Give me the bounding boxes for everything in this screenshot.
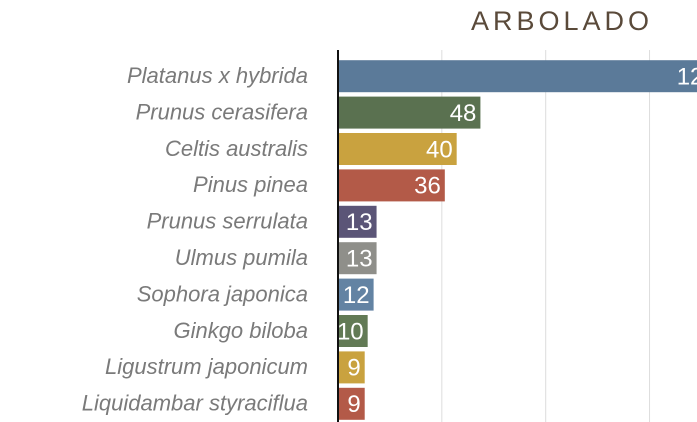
bar (338, 169, 445, 202)
bar (338, 205, 377, 238)
value-label: 48 (450, 100, 477, 127)
y-tick-label: Ginkgo biloba (173, 318, 308, 343)
bar (338, 351, 365, 384)
y-tick-label: Celtis australis (165, 136, 308, 161)
bar (338, 315, 368, 347)
y-tick-label: Ulmus pumila (175, 245, 308, 270)
chart-title: ARBOLADO (471, 6, 653, 36)
bar (338, 60, 697, 93)
bar (338, 96, 481, 129)
y-tick-label: Prunus cerasifera (136, 99, 308, 124)
y-tick-label: Prunus serrulata (147, 209, 308, 234)
y-tick-label: Sophora japonica (137, 281, 308, 306)
value-label: 40 (426, 136, 453, 163)
bar (338, 242, 377, 275)
value-label: 10 (337, 318, 364, 345)
bar (338, 278, 374, 311)
value-label: 129 (677, 64, 697, 91)
value-label: 12 (343, 282, 370, 309)
value-label: 36 (414, 173, 441, 200)
value-label: 13 (346, 246, 373, 273)
y-tick-label: Pinus pinea (193, 172, 308, 197)
bar (338, 387, 365, 420)
y-tick-label: Ligustrum japonicum (105, 354, 308, 379)
value-label: 9 (347, 355, 360, 382)
y-tick-label: Platanus x hybrida (127, 63, 308, 88)
value-label: 13 (346, 209, 373, 236)
y-tick-label: Liquidambar styraciflua (82, 391, 308, 416)
bar (338, 133, 457, 165)
value-label: 9 (347, 391, 360, 418)
